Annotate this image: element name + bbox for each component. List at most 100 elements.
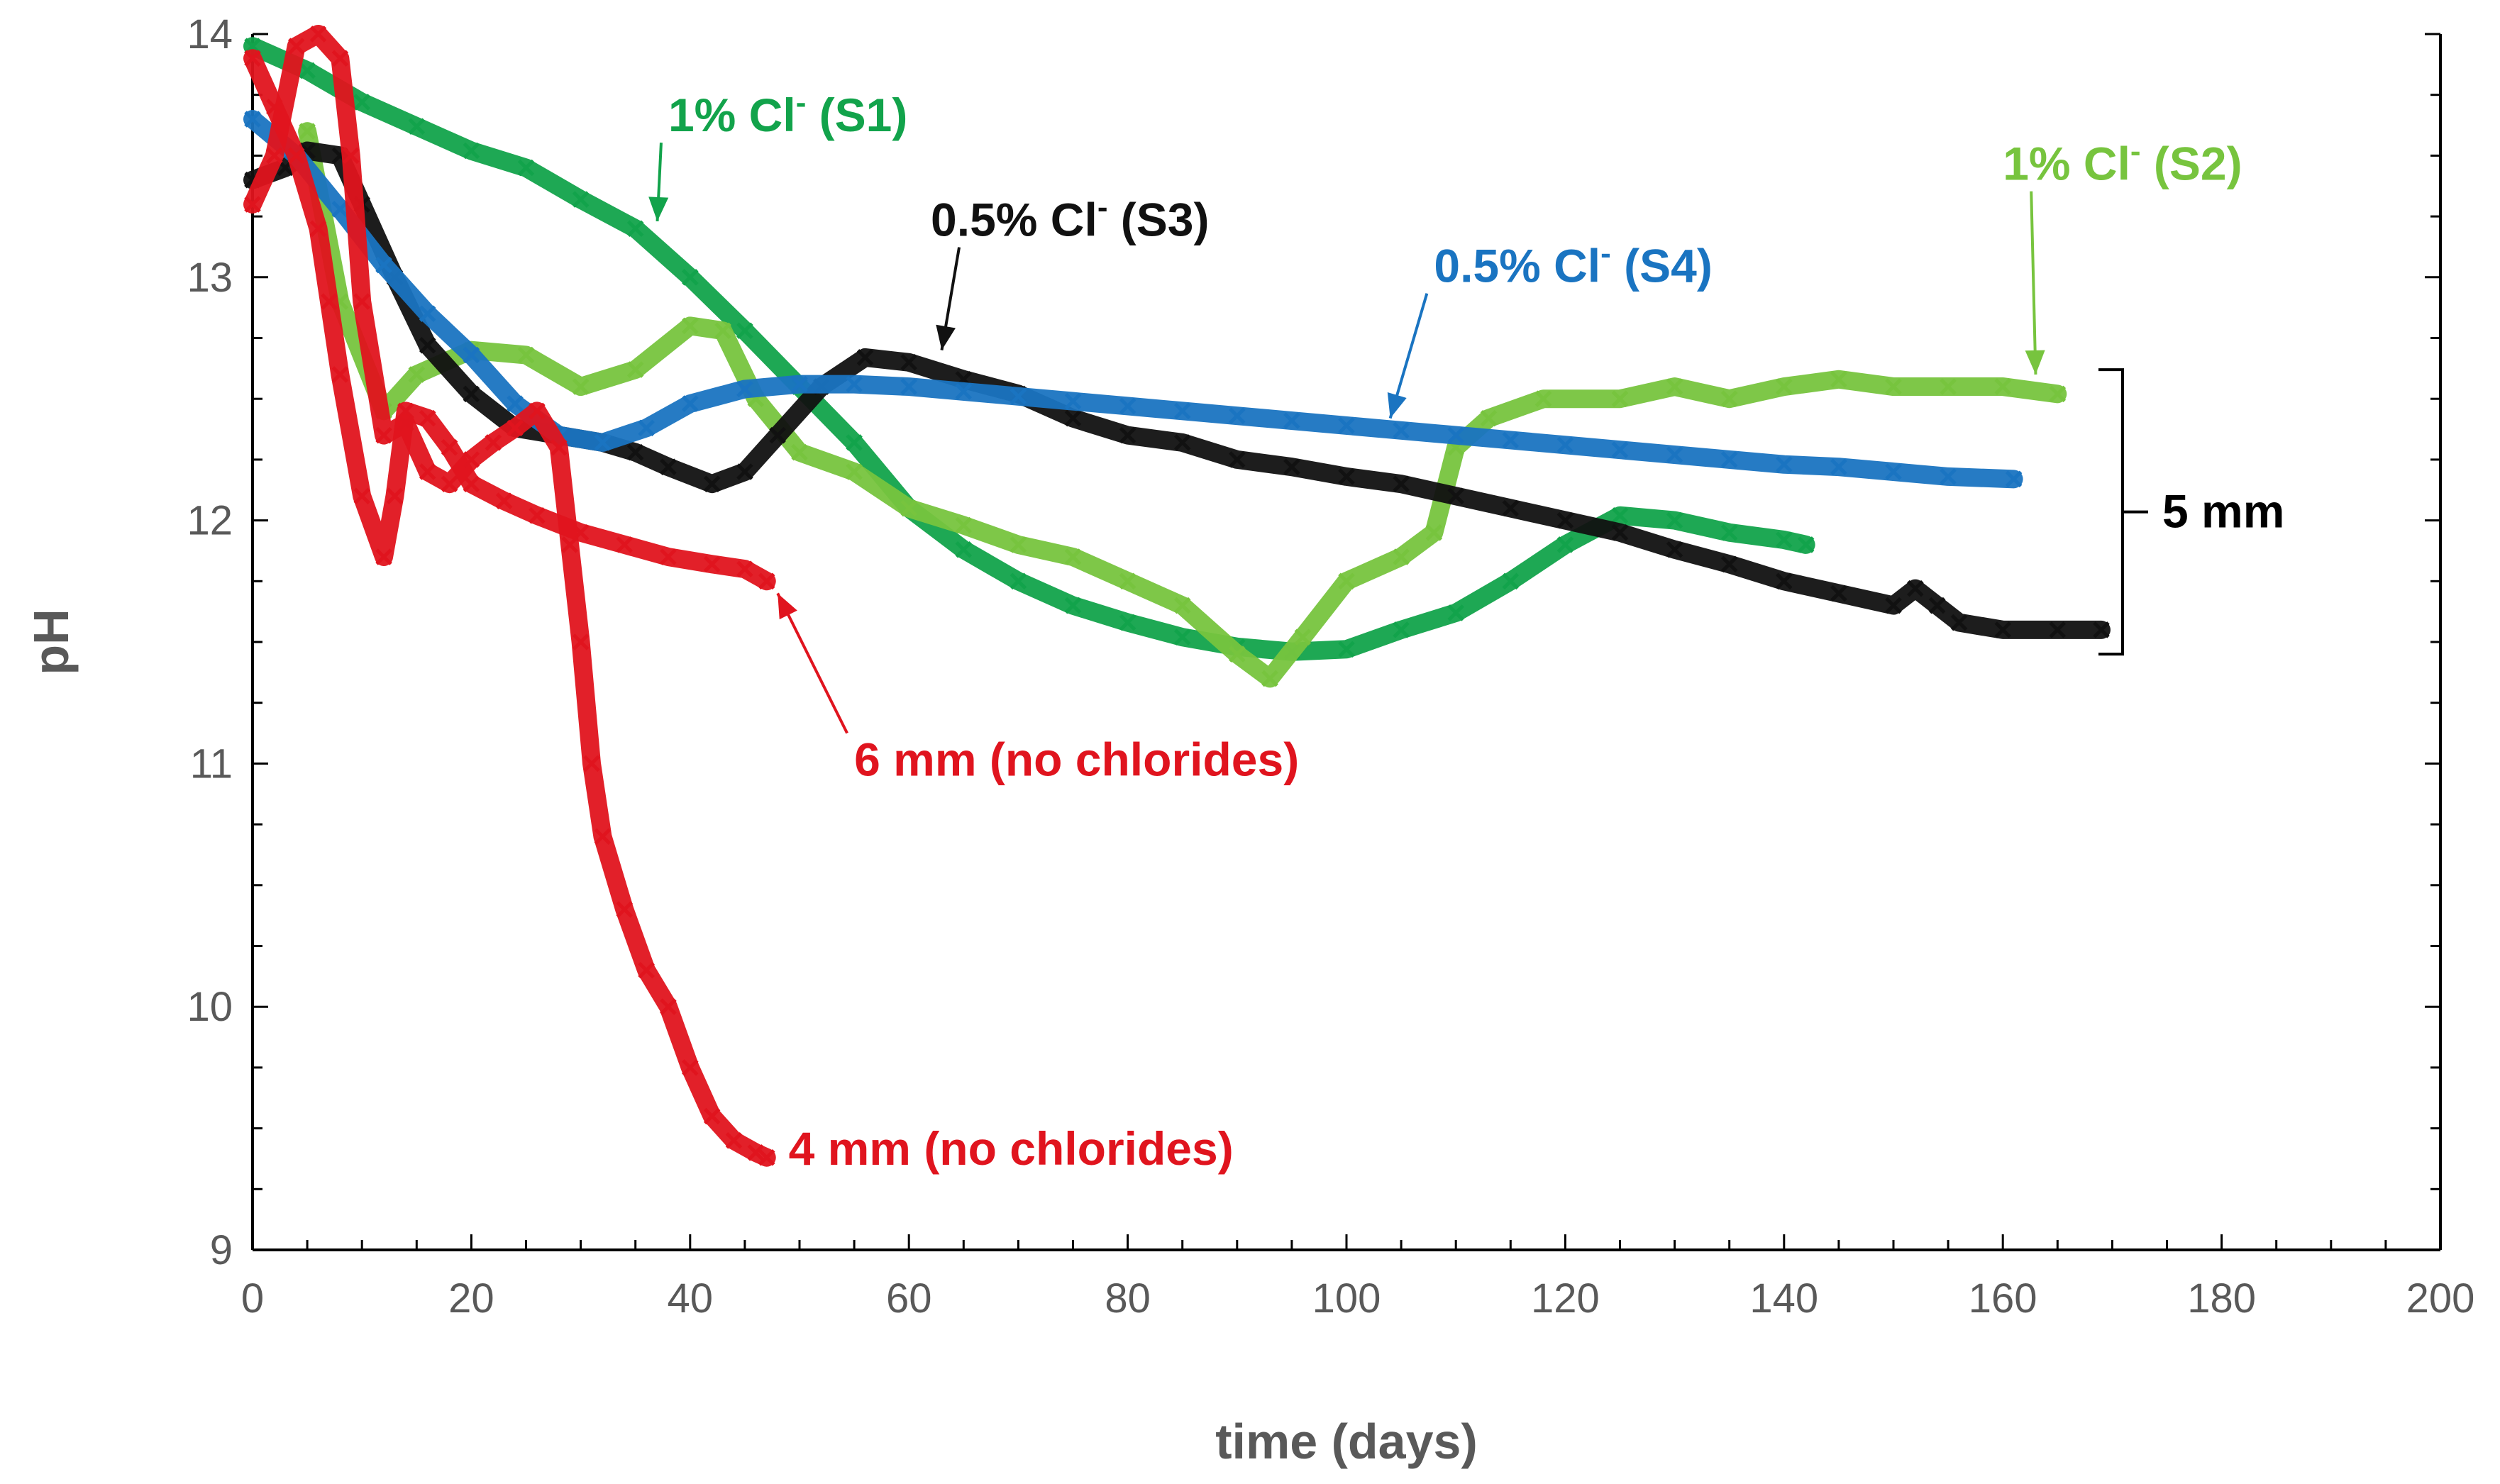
data-point [846, 463, 863, 480]
series-4 [243, 49, 776, 591]
data-point [1010, 388, 1027, 405]
data-point [791, 443, 808, 461]
data-point [529, 402, 546, 420]
data-point [1776, 455, 1793, 473]
data-point [1338, 572, 1355, 590]
data-point [2005, 470, 2023, 488]
x-tick-label: 40 [668, 1275, 714, 1322]
data-point [1928, 597, 1946, 614]
data-point [900, 499, 917, 517]
data-point [1294, 629, 1312, 646]
data-point [846, 375, 863, 393]
data-point [1064, 597, 1082, 614]
series-5 [243, 25, 776, 1167]
data-point [463, 346, 480, 364]
data-point [703, 555, 721, 573]
data-point [299, 62, 316, 79]
data-point [550, 438, 568, 456]
data-point [331, 201, 349, 218]
annotation-arrow [2030, 191, 2037, 375]
data-point [900, 378, 917, 395]
x-tick-label: 20 [448, 1275, 494, 1322]
data-point [1666, 541, 1683, 558]
data-point [769, 426, 786, 444]
data-point [507, 419, 524, 437]
data-point [1393, 548, 1410, 565]
annotation-s2: 1% Cl- (S2) [2003, 134, 2242, 375]
data-point [791, 375, 808, 393]
data-point [594, 828, 612, 846]
data-point [572, 191, 590, 208]
x-tick-label: 140 [1749, 1275, 1818, 1322]
data-point [572, 378, 590, 395]
annotation-6mm: 6 mm (no chlorides) [776, 592, 1299, 786]
data-point [725, 1131, 743, 1149]
data-point [386, 487, 404, 505]
data-point [572, 633, 590, 650]
series-line [243, 37, 1815, 661]
data-point [485, 434, 502, 451]
data-point [1720, 451, 1738, 468]
data-point [1283, 458, 1300, 475]
data-point [1940, 468, 1957, 485]
data-point [2093, 621, 2110, 638]
data-point [955, 516, 973, 534]
data-point [1720, 390, 1738, 407]
data-point [1502, 572, 1520, 590]
data-point [1229, 407, 1246, 424]
annotation-arrowhead [936, 324, 956, 350]
data-point [266, 147, 283, 165]
data-point [1556, 511, 1574, 529]
data-point [463, 475, 480, 492]
data-point [1720, 555, 1738, 573]
x-tick-label: 100 [1312, 1275, 1381, 1322]
data-point [1950, 614, 1968, 631]
annotation-text: 1% Cl [668, 89, 796, 141]
series-3 [243, 109, 2023, 489]
annotation-label: 6 mm (no chlorides) [854, 733, 1299, 786]
data-point [660, 548, 677, 565]
data-point [1480, 409, 1498, 427]
data-point [1338, 417, 1355, 434]
data-point [703, 1107, 721, 1125]
data-point [682, 317, 699, 335]
data-point [375, 426, 392, 444]
data-point [703, 475, 721, 492]
data-point [1119, 426, 1136, 444]
data-point [1173, 629, 1191, 646]
data-point [463, 451, 480, 468]
data-point [1010, 536, 1027, 553]
data-point [1173, 402, 1191, 420]
data-point [1556, 536, 1574, 553]
data-point [507, 395, 524, 412]
annotation-arrowhead [2025, 350, 2045, 375]
data-point [244, 50, 261, 67]
data-point [1776, 531, 1793, 548]
annotation-arrow [776, 592, 848, 734]
data-point [638, 419, 655, 437]
data-point [495, 492, 513, 509]
annotation-arrowhead [778, 593, 797, 620]
y-tick-label: 13 [187, 255, 233, 301]
data-point [736, 560, 753, 577]
data-point [1064, 392, 1082, 410]
data-point [299, 123, 316, 140]
data-point [321, 293, 338, 310]
annotation-tail: (S1) [806, 89, 907, 141]
data-point [561, 536, 578, 553]
data-point [441, 475, 458, 492]
data-point [1611, 524, 1629, 541]
data-point [1830, 371, 1847, 388]
data-point [1534, 390, 1552, 407]
annotation-tail: (S2) [2141, 138, 2242, 190]
data-point [1173, 597, 1191, 614]
data-point [1994, 621, 2011, 638]
y-tick-label: 9 [210, 1227, 233, 1273]
data-point [1556, 436, 1574, 454]
annotation-label: 0.5% Cl- (S4) [1434, 236, 1712, 292]
data-point [419, 463, 436, 480]
data-point [1994, 378, 2011, 395]
bracket-5mm: 5 mm [2098, 368, 2284, 656]
data-point [1064, 548, 1082, 565]
